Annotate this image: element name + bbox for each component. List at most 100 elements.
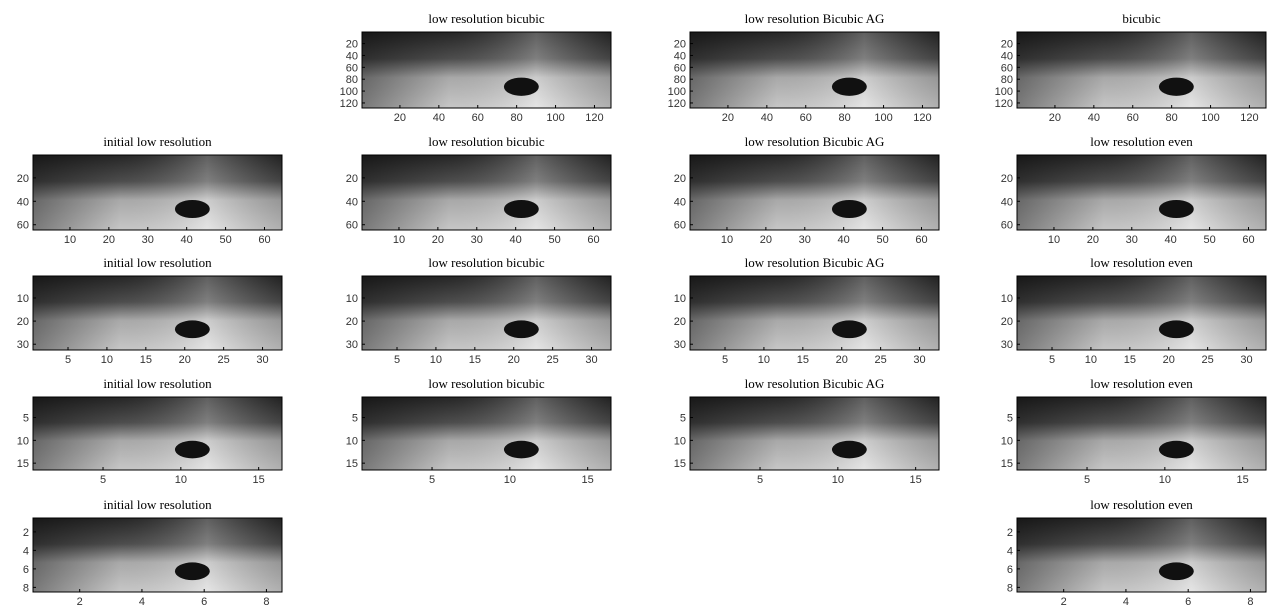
y-tick-label: 40 bbox=[674, 50, 686, 62]
x-tick-label: 8 bbox=[263, 596, 269, 608]
panel-title: low resolution bicubic bbox=[428, 11, 544, 26]
image-shade bbox=[1017, 32, 1266, 108]
y-tick-label: 80 bbox=[674, 74, 686, 86]
y-tick-label: 40 bbox=[674, 196, 686, 208]
y-tick-label: 60 bbox=[17, 220, 29, 232]
x-tick-label: 10 bbox=[1048, 234, 1060, 246]
x-tick-label: 40 bbox=[1165, 234, 1177, 246]
image-feature bbox=[831, 440, 867, 459]
x-tick-label: 5 bbox=[429, 474, 435, 486]
y-tick-label: 20 bbox=[17, 316, 29, 328]
y-tick-label: 120 bbox=[995, 98, 1013, 110]
y-tick-label: 20 bbox=[1001, 173, 1013, 185]
panel-title: low resolution bicubic bbox=[428, 376, 544, 391]
y-tick-label: 10 bbox=[1001, 435, 1013, 447]
axes-box bbox=[32, 154, 283, 231]
x-tick-label: 20 bbox=[722, 112, 734, 124]
panel-title: low resolution Bicubic AG bbox=[745, 255, 885, 270]
y-tick-label: 40 bbox=[346, 196, 358, 208]
y-tick-label: 100 bbox=[340, 86, 358, 98]
x-tick-label: 25 bbox=[218, 354, 230, 366]
panel-title: initial low resolution bbox=[103, 497, 212, 512]
image-shade bbox=[33, 397, 282, 470]
x-tick-label: 10 bbox=[175, 474, 187, 486]
x-tick-label: 20 bbox=[179, 354, 191, 366]
x-tick-label: 50 bbox=[548, 234, 560, 246]
panel-title: initial low resolution bbox=[103, 376, 212, 391]
image-shade bbox=[362, 155, 611, 230]
image-feature bbox=[1158, 562, 1194, 581]
image-feature bbox=[831, 200, 867, 218]
y-tick-label: 40 bbox=[1001, 196, 1013, 208]
axes-box bbox=[32, 517, 283, 593]
x-tick-label: 120 bbox=[913, 112, 931, 124]
x-tick-label: 15 bbox=[469, 354, 481, 366]
x-tick-label: 25 bbox=[1202, 354, 1214, 366]
x-tick-label: 30 bbox=[1240, 354, 1252, 366]
axes-box bbox=[361, 31, 612, 109]
panel: low resolution Bicubic AG 5 10 15 5 10 15 bbox=[674, 376, 940, 486]
x-tick-label: 2 bbox=[77, 596, 83, 608]
x-tick-label: 5 bbox=[722, 354, 728, 366]
x-tick-label: 5 bbox=[757, 474, 763, 486]
y-tick-label: 80 bbox=[1001, 74, 1013, 86]
y-tick-label: 15 bbox=[17, 458, 29, 470]
image-shade bbox=[690, 155, 939, 230]
panel-title: initial low resolution bbox=[103, 255, 212, 270]
image-shade bbox=[33, 276, 282, 350]
y-tick-label: 60 bbox=[674, 62, 686, 74]
y-tick-label: 20 bbox=[1001, 316, 1013, 328]
image-feature bbox=[503, 77, 539, 96]
y-tick-label: 20 bbox=[1001, 39, 1013, 51]
x-tick-label: 4 bbox=[1123, 596, 1129, 608]
panel-title: low resolution Bicubic AG bbox=[745, 134, 885, 149]
x-tick-label: 10 bbox=[832, 474, 844, 486]
panel: low resolution even 2 4 6 8 2 4 6 8 bbox=[1007, 497, 1267, 608]
y-tick-label: 6 bbox=[23, 564, 29, 576]
axes-box bbox=[361, 275, 612, 351]
axes-box bbox=[32, 275, 283, 351]
x-tick-label: 10 bbox=[721, 234, 733, 246]
panel-title: low resolution even bbox=[1090, 255, 1193, 270]
axes-box bbox=[689, 31, 940, 109]
x-tick-label: 20 bbox=[1163, 354, 1175, 366]
x-tick-label: 50 bbox=[876, 234, 888, 246]
y-tick-label: 30 bbox=[1001, 339, 1013, 351]
image-shade bbox=[690, 32, 939, 108]
image-feature bbox=[1158, 440, 1194, 459]
image-feature bbox=[174, 440, 210, 459]
y-tick-label: 60 bbox=[346, 220, 358, 232]
panel-title: low resolution even bbox=[1090, 376, 1193, 391]
x-tick-label: 10 bbox=[430, 354, 442, 366]
x-tick-label: 6 bbox=[1185, 596, 1191, 608]
y-tick-label: 20 bbox=[674, 316, 686, 328]
panel-title: low resolution Bicubic AG bbox=[745, 376, 885, 391]
x-tick-label: 30 bbox=[913, 354, 925, 366]
panel: low resolution bicubic 5 10 15 5 10 15 bbox=[346, 376, 612, 486]
x-tick-label: 40 bbox=[510, 234, 522, 246]
y-tick-label: 4 bbox=[1007, 545, 1013, 557]
x-tick-label: 40 bbox=[433, 112, 445, 124]
x-tick-label: 5 bbox=[100, 474, 106, 486]
y-tick-label: 15 bbox=[674, 458, 686, 470]
y-tick-label: 10 bbox=[674, 293, 686, 305]
axes-box bbox=[1016, 31, 1267, 109]
x-tick-label: 15 bbox=[797, 354, 809, 366]
panel-title: low resolution Bicubic AG bbox=[745, 11, 885, 26]
x-tick-label: 10 bbox=[393, 234, 405, 246]
y-tick-label: 20 bbox=[17, 173, 29, 185]
x-tick-label: 60 bbox=[587, 234, 599, 246]
y-tick-label: 5 bbox=[352, 413, 358, 425]
x-tick-label: 15 bbox=[1124, 354, 1136, 366]
x-tick-label: 10 bbox=[64, 234, 76, 246]
x-tick-label: 40 bbox=[181, 234, 193, 246]
image-feature bbox=[174, 320, 210, 339]
x-tick-label: 10 bbox=[101, 354, 113, 366]
panel: low resolution even 5 10 15 20 25 30 10 20 30 bbox=[1001, 255, 1267, 366]
y-tick-label: 30 bbox=[346, 339, 358, 351]
y-tick-label: 4 bbox=[23, 545, 29, 557]
x-tick-label: 60 bbox=[1127, 112, 1139, 124]
axes-box bbox=[361, 396, 612, 471]
x-tick-label: 60 bbox=[472, 112, 484, 124]
